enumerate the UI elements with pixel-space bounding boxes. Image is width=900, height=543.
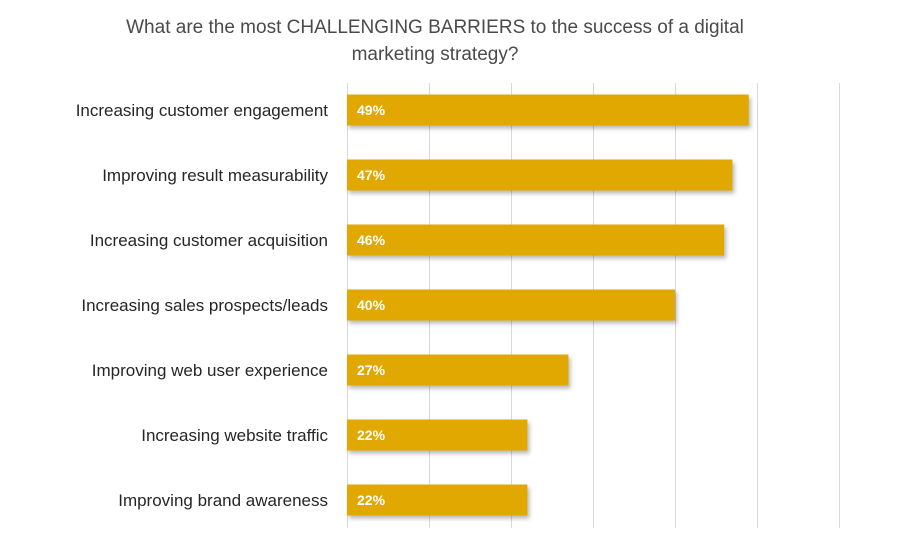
bar [347, 419, 528, 451]
chart-title-line-1: What are the most CHALLENGING BARRIERS t… [126, 17, 744, 38]
category-label: Increasing website traffic [141, 426, 328, 445]
category-label: Improving result measurability [102, 166, 328, 185]
category-label: Increasing sales prospects/leads [81, 296, 328, 315]
bars: 49% 47% 46% 40% 27% 22% 22% [347, 94, 749, 516]
bar [347, 159, 733, 191]
bar [347, 289, 675, 321]
category-label: Increasing customer acquisition [90, 231, 328, 250]
gridlines [347, 83, 840, 528]
category-labels: Increasing customer engagement Improving … [76, 101, 329, 510]
bar [347, 94, 749, 126]
data-label: 27% [357, 362, 386, 378]
bar [347, 484, 528, 516]
bar [347, 354, 569, 386]
chart-title: What are the most CHALLENGING BARRIERS t… [0, 14, 870, 68]
data-label: 40% [357, 297, 386, 313]
data-label: 47% [357, 167, 386, 183]
category-label: Increasing customer engagement [76, 101, 329, 120]
data-label: 22% [357, 427, 386, 443]
data-label: 22% [357, 492, 386, 508]
chart-title-line-2: marketing strategy? [351, 44, 519, 65]
category-label: Improving brand awareness [118, 491, 328, 510]
bar [347, 224, 725, 256]
data-label: 46% [357, 232, 386, 248]
category-label: Improving web user experience [92, 361, 328, 380]
data-label: 49% [357, 102, 386, 118]
